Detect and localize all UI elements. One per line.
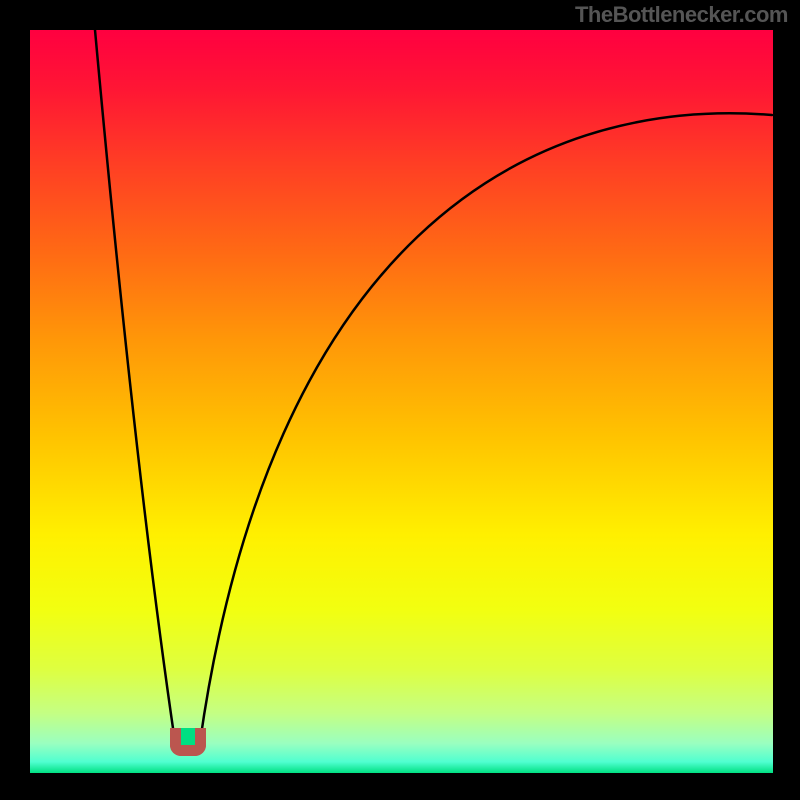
curve-layer [0,0,800,800]
valley-marker [170,728,206,756]
watermark-text: TheBottlenecker.com [575,2,788,28]
chart-root: TheBottlenecker.com [0,0,800,800]
